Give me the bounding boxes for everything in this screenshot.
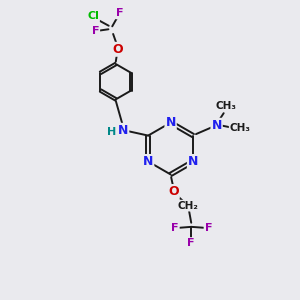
Text: N: N: [212, 119, 222, 132]
Text: F: F: [205, 223, 212, 233]
Text: N: N: [118, 124, 128, 137]
Text: CH₃: CH₃: [230, 123, 251, 133]
Text: CH₃: CH₃: [216, 101, 237, 111]
Text: F: F: [116, 8, 123, 18]
Text: N: N: [165, 116, 176, 129]
Text: O: O: [112, 43, 123, 56]
Text: N: N: [188, 155, 198, 168]
Text: F: F: [188, 238, 195, 248]
Text: CH₂: CH₂: [178, 201, 199, 211]
Text: O: O: [168, 185, 179, 198]
Text: F: F: [92, 26, 99, 36]
Text: H: H: [107, 127, 117, 137]
Text: F: F: [171, 223, 179, 233]
Text: Cl: Cl: [87, 11, 99, 21]
Text: N: N: [143, 155, 153, 168]
